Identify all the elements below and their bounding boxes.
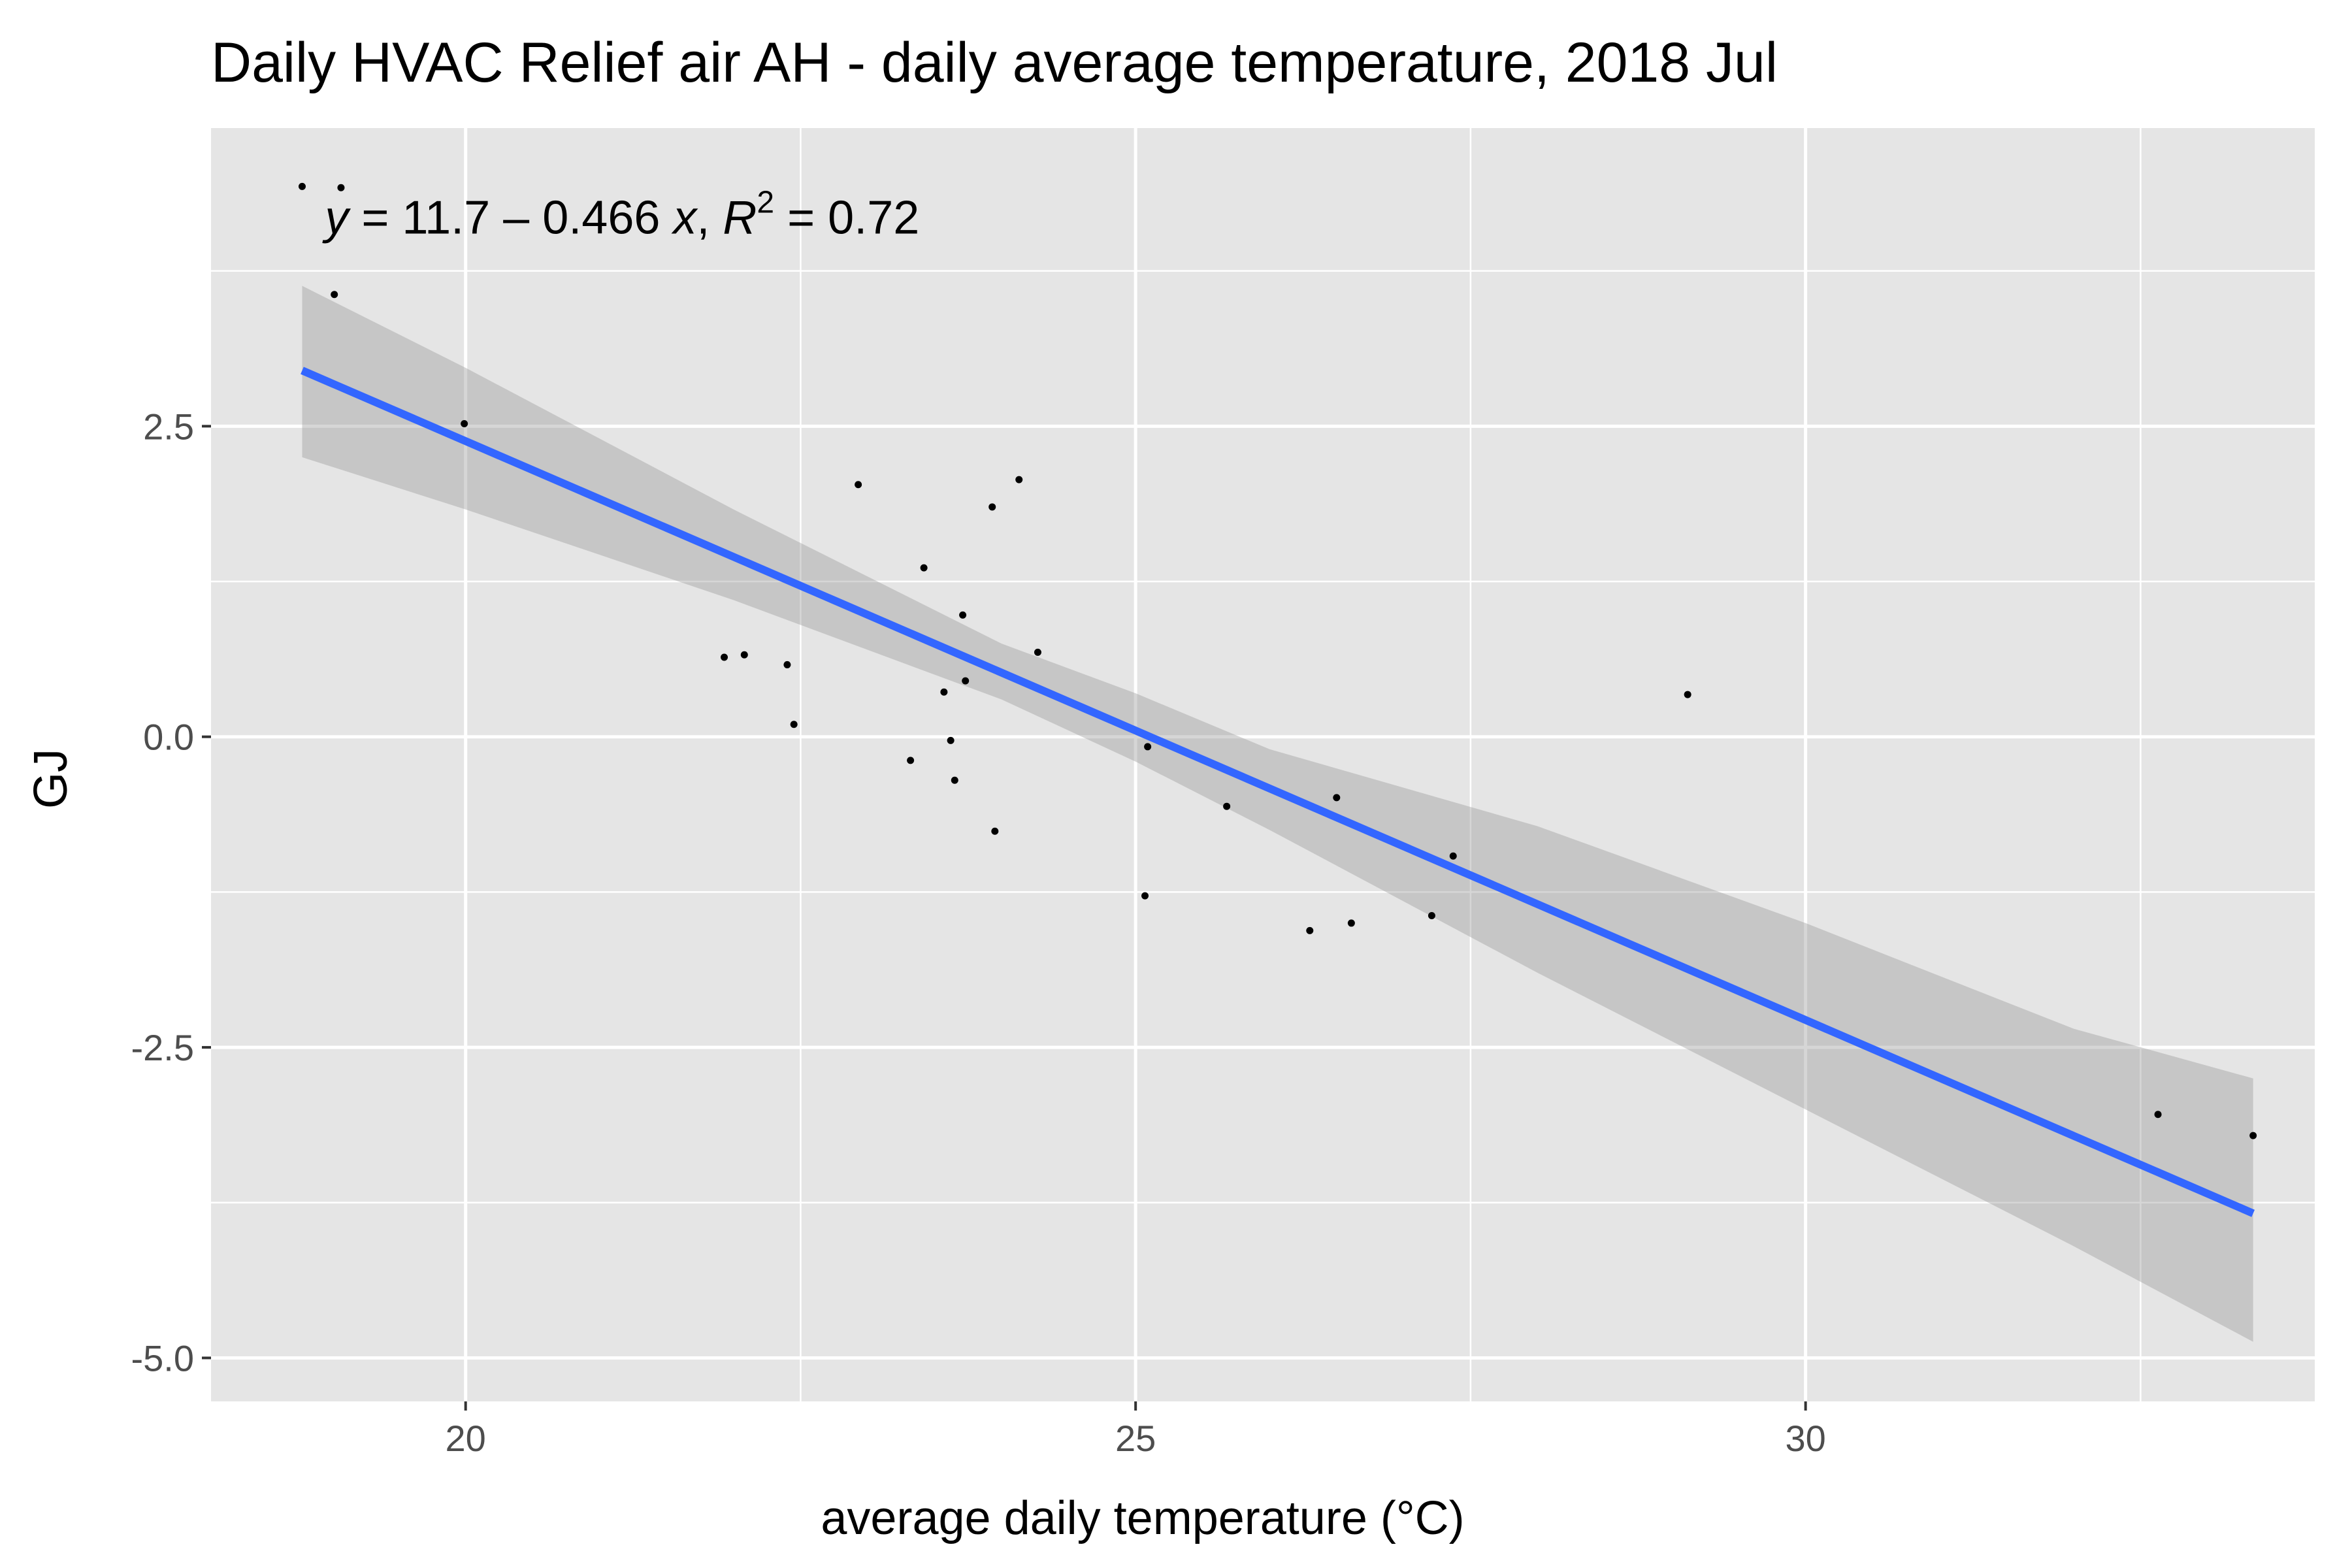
data-point: [940, 688, 948, 696]
data-point: [907, 757, 915, 764]
annotation-r-value: = 0.72: [774, 192, 919, 244]
data-point: [461, 420, 468, 428]
x-axis: 20 25 30: [446, 1401, 1826, 1459]
data-point: [947, 736, 955, 744]
y-tick-label: 0.0: [143, 717, 194, 758]
data-point: [1347, 919, 1355, 927]
data-point: [740, 651, 748, 659]
data-point: [1223, 802, 1231, 810]
data-point: [951, 776, 958, 784]
data-point: [962, 677, 970, 685]
data-point: [959, 611, 967, 619]
y-axis: 2.5 0.0 -2.5 -5.0: [131, 406, 211, 1379]
regression-equation: y = 11.7 – 0.466 x, R2 = 0.72: [321, 186, 919, 244]
data-point: [2154, 1111, 2162, 1119]
data-point: [1034, 648, 1041, 656]
data-point: [337, 184, 345, 191]
x-tick-label: 25: [1115, 1418, 1156, 1459]
annotation-y-var: y: [321, 192, 351, 244]
y-tick-label: -2.5: [131, 1027, 195, 1068]
x-tick-label: 20: [446, 1418, 486, 1459]
grid-major: [211, 128, 2315, 1401]
chart-title: Daily HVAC Relief air AH - daily average…: [211, 31, 1778, 94]
data-point: [1144, 743, 1152, 751]
confidence-band: [302, 286, 2253, 1342]
y-tick-label: 2.5: [143, 406, 194, 447]
y-axis-title: GJ: [25, 749, 77, 809]
regression-line: [301, 367, 2255, 1217]
data-point: [1684, 691, 1691, 698]
data-point: [331, 291, 338, 299]
annotation-x-var: x: [671, 192, 698, 244]
y-tick-label: -5.0: [131, 1337, 195, 1379]
data-point: [721, 653, 728, 661]
data-point: [790, 721, 798, 728]
x-axis-title: average daily temperature (°C): [821, 1492, 1464, 1544]
x-tick-label: 30: [1785, 1418, 1825, 1459]
annotation-r-var: R: [723, 192, 757, 244]
data-point: [1428, 912, 1435, 920]
data-point: [991, 827, 999, 835]
data-point: [2249, 1132, 2257, 1139]
data-point: [855, 481, 862, 489]
data-point: [1449, 852, 1457, 860]
grid-minor: [211, 128, 2315, 1401]
data-point: [1015, 476, 1023, 483]
data-point: [1306, 926, 1314, 934]
data-point: [1333, 794, 1341, 802]
data-point: [298, 182, 306, 190]
annotation-separator: ,: [696, 192, 723, 244]
annotation-equation: = 11.7 – 0.466: [348, 192, 673, 244]
data-point: [988, 503, 996, 511]
data-points: [298, 182, 2257, 1139]
data-point: [783, 661, 791, 668]
data-point: [920, 564, 928, 572]
plot-panel: [211, 128, 2315, 1401]
data-point: [1141, 892, 1149, 900]
annotation-r-superscript: 2: [757, 186, 774, 220]
